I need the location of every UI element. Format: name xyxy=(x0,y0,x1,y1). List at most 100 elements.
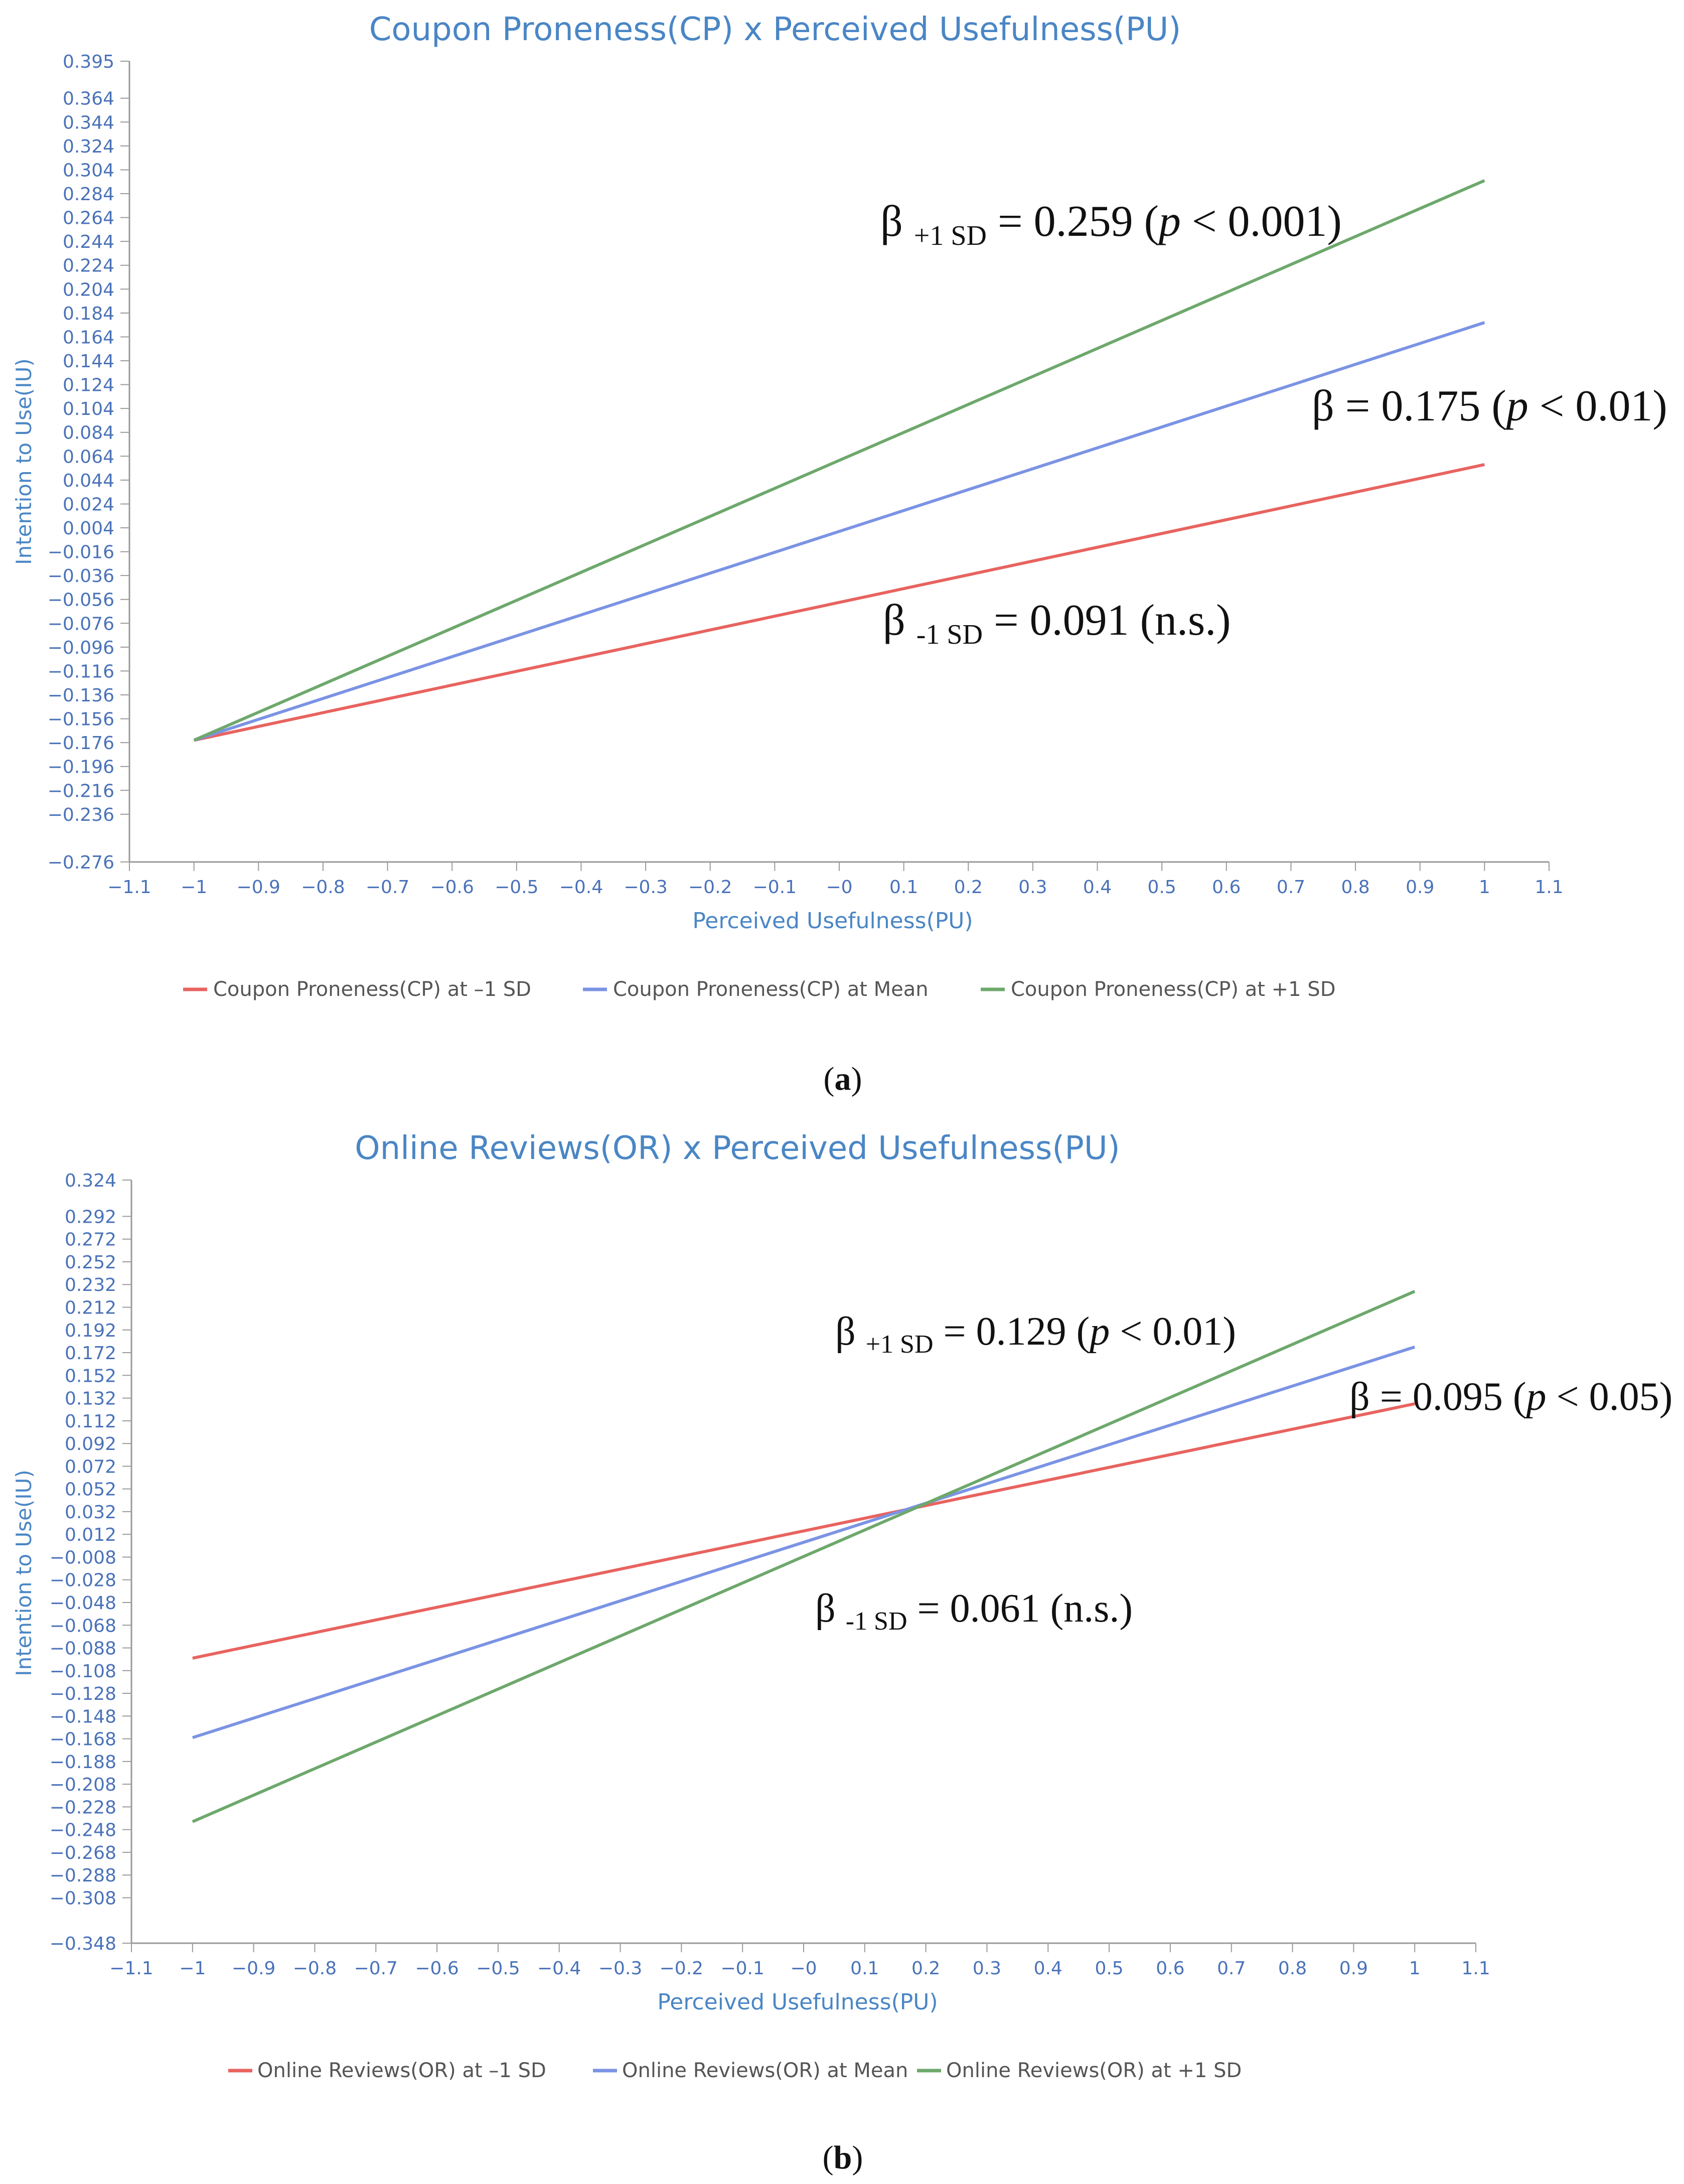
annotation-p-value: < 0.01) xyxy=(1528,382,1667,430)
y-tick-label: −0.188 xyxy=(50,1752,116,1773)
annotation-p: p xyxy=(1156,197,1181,246)
y-tick-label: 0.044 xyxy=(63,471,114,491)
caption-letter: a xyxy=(835,1061,851,1097)
x-tick-label: 1.1 xyxy=(1535,877,1563,898)
y-tick-label: −0.016 xyxy=(48,542,114,563)
x-tick-label: −0.7 xyxy=(366,877,409,898)
caption-a: (a) xyxy=(824,1061,862,1097)
series-line-0 xyxy=(192,1402,1415,1660)
y-tick-label: −0.096 xyxy=(48,638,114,658)
annotation-value: = 0.259 ( xyxy=(987,197,1159,246)
annotation-value: = 0.175 ( xyxy=(1334,382,1506,430)
annotation-beta: β xyxy=(835,1309,866,1354)
chart-a-y-axis-label: Intention to Use(IU) xyxy=(12,358,36,565)
x-tick-label: −0.9 xyxy=(237,877,280,898)
y-tick-label: −0.168 xyxy=(50,1729,116,1750)
x-tick-label: −0.1 xyxy=(753,877,797,898)
x-tick-label: −1 xyxy=(179,1958,206,1979)
x-tick-label: 0.6 xyxy=(1156,1958,1184,1979)
x-tick-label: −0.3 xyxy=(598,1958,642,1979)
chart-b-annotation-plus1sd: β +1 SD = 0.129 (p < 0.01) xyxy=(835,1309,1236,1359)
y-tick-label: −0.128 xyxy=(50,1684,116,1704)
x-tick-label: −0.6 xyxy=(415,1958,458,1979)
y-tick-label: 0.395 xyxy=(63,52,114,72)
y-tick-label: −0.148 xyxy=(50,1706,116,1727)
annotation-beta: β xyxy=(880,197,914,246)
x-tick-label: 0.5 xyxy=(1095,1958,1123,1979)
x-tick-label: −0.8 xyxy=(293,1958,337,1979)
annotation-value: = 0.061 (n.s.) xyxy=(907,1586,1133,1631)
x-tick-label: 0.7 xyxy=(1277,877,1305,898)
y-tick-label: −0.208 xyxy=(50,1775,116,1795)
y-tick-label: −0.008 xyxy=(50,1547,116,1568)
x-tick-label: −0.6 xyxy=(430,877,474,898)
chart-a-y-ticks: 0.395 0.364 0.344 0.324 0.304 0.284 0.264 0.244… xyxy=(48,52,129,873)
y-tick-label: 0.092 xyxy=(65,1434,116,1454)
annotation-subscript: +1 SD xyxy=(914,220,987,251)
x-tick-label: −0.2 xyxy=(660,1958,703,1979)
y-tick-label: 0.172 xyxy=(65,1343,116,1364)
x-tick-label: −0.4 xyxy=(559,877,603,898)
x-tick-label: 0.3 xyxy=(973,1958,1001,1979)
chart-a-annotation-minus1sd: β -1 SD = 0.091 (n.s.) xyxy=(883,596,1231,650)
chart-a-x-ticks: −1.1 −1 −0.9 −0.8 −0.7 −0.6 −0.5 −0.4 −0.3 −0.2 −0… xyxy=(107,862,1564,898)
x-tick-label: −0.5 xyxy=(476,1958,520,1979)
chart-a-lines xyxy=(193,179,1485,742)
annotation-beta: β xyxy=(883,596,916,645)
y-tick-label: 0.304 xyxy=(63,160,114,181)
y-tick-label: 0.344 xyxy=(63,112,114,133)
y-tick-label: −0.088 xyxy=(50,1639,116,1659)
y-tick-label: 0.184 xyxy=(63,304,114,324)
annotation-p: p xyxy=(1087,1309,1110,1354)
legend-label: Online Reviews(OR) at Mean xyxy=(622,2059,908,2082)
y-tick-label: 0.132 xyxy=(65,1389,116,1409)
annotation-beta: β xyxy=(815,1586,846,1631)
chart-a-legend: Coupon Proneness(CP) at –1 SD Coupon Pron… xyxy=(183,978,1336,1001)
x-tick-label: −0 xyxy=(826,877,852,898)
y-tick-label: 0.152 xyxy=(65,1366,116,1386)
y-tick-label: −0.036 xyxy=(48,566,114,587)
x-tick-label: 0.9 xyxy=(1406,877,1434,898)
chart-b-x-axis-label: Perceived Usefulness(PU) xyxy=(657,1989,938,2015)
y-tick-label: −0.068 xyxy=(50,1616,116,1636)
y-tick-label: −0.248 xyxy=(50,1820,116,1841)
x-tick-label: 0.2 xyxy=(954,877,983,898)
y-tick-label: 0.064 xyxy=(63,447,114,467)
annotation-p-value: < 0.001) xyxy=(1181,197,1342,246)
x-tick-label: 0.4 xyxy=(1034,1958,1062,1979)
annotation-subscript: +1 SD xyxy=(866,1330,934,1359)
annotation-beta: β xyxy=(1349,1375,1370,1419)
annotation-subscript: -1 SD xyxy=(846,1607,907,1636)
x-tick-label: 0.4 xyxy=(1083,877,1112,898)
series-line-0 xyxy=(194,463,1485,742)
y-tick-label: −0.136 xyxy=(48,685,114,706)
series-line-2 xyxy=(192,1290,1416,1823)
x-tick-label: 0.9 xyxy=(1339,1958,1368,1979)
y-tick-label: 0.232 xyxy=(65,1275,116,1295)
x-tick-label: 0.6 xyxy=(1212,877,1241,898)
x-tick-label: −1.1 xyxy=(109,1958,153,1979)
y-tick-label: −0.216 xyxy=(48,781,114,801)
y-tick-label: 0.364 xyxy=(63,89,114,109)
y-tick-label: 0.212 xyxy=(65,1298,116,1319)
y-tick-label: 0.024 xyxy=(63,494,114,515)
x-tick-label: −0 xyxy=(790,1958,817,1979)
y-tick-label: 0.084 xyxy=(63,423,114,444)
x-tick-label: −0.3 xyxy=(624,877,667,898)
y-tick-label: −0.196 xyxy=(48,757,114,778)
legend-label: Online Reviews(OR) at –1 SD xyxy=(257,2059,546,2082)
y-tick-label: −0.276 xyxy=(48,852,114,873)
x-tick-label: −0.1 xyxy=(720,1958,764,1979)
annotation-p: p xyxy=(1523,1375,1546,1419)
chart-a-title: Coupon Proneness(CP) x Perceived Usefuln… xyxy=(369,11,1181,48)
x-tick-label: 0.1 xyxy=(889,877,918,898)
x-tick-label: −0.5 xyxy=(495,877,538,898)
x-tick-label: 1.1 xyxy=(1461,1958,1490,1979)
y-tick-label: 0.292 xyxy=(65,1207,116,1227)
x-tick-label: −0.7 xyxy=(354,1958,398,1979)
y-tick-label: 0.272 xyxy=(65,1230,116,1250)
chart-b-legend: Online Reviews(OR) at –1 SD Online Review… xyxy=(228,2059,1242,2082)
annotation-value: = 0.129 ( xyxy=(934,1309,1090,1354)
y-tick-label: −0.056 xyxy=(48,590,114,611)
